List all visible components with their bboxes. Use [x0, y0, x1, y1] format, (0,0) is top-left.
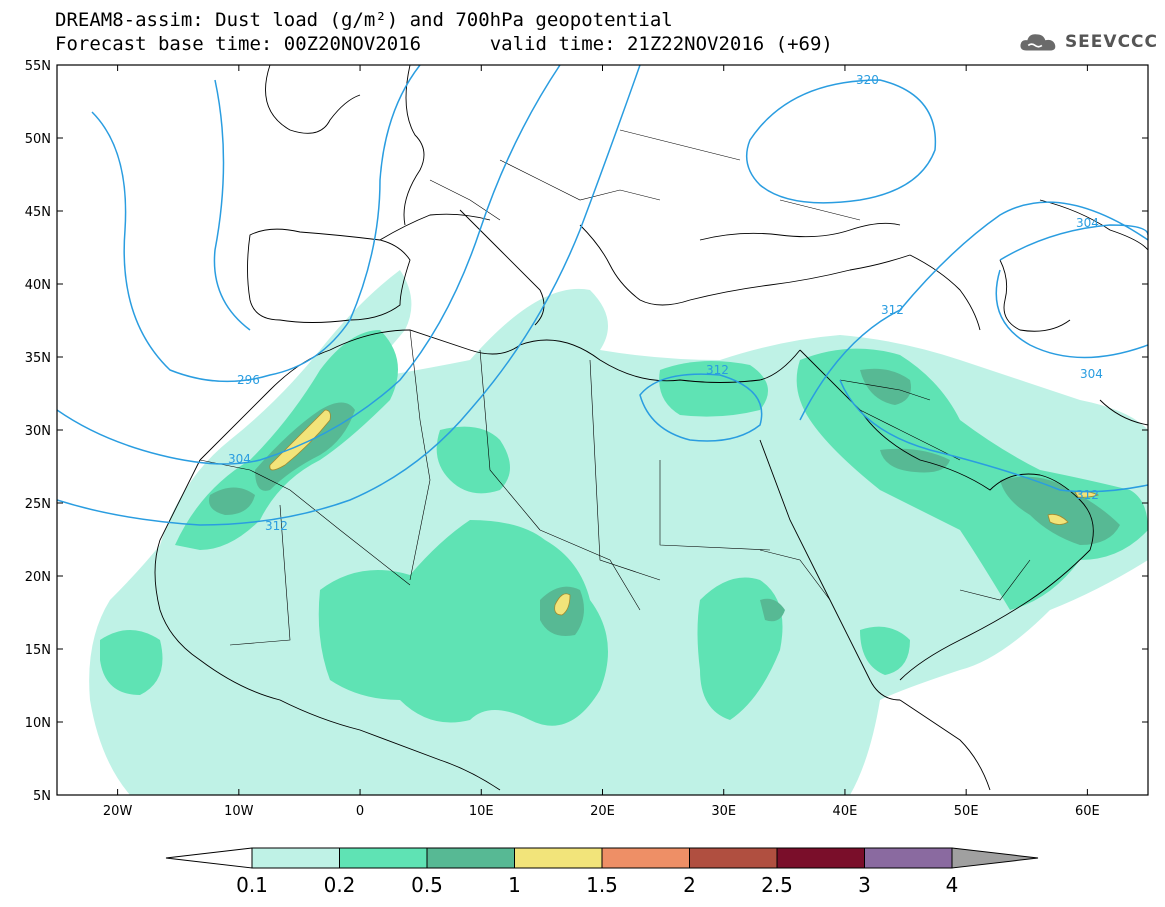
colorbar-tick-label: 4	[946, 873, 959, 897]
coastlines	[154, 65, 1148, 791]
latitude-label: 20N	[25, 570, 51, 585]
colorbar-segment	[339, 847, 428, 869]
contour-label: 304	[1080, 367, 1103, 381]
latitude-label: 45N	[25, 205, 51, 220]
colorbar-segment	[514, 847, 603, 869]
colorbar-segment	[864, 847, 953, 869]
contour-label: 304	[228, 452, 251, 466]
colorbar-tick-labels: 0.1 0.2 0.5 1 1.5 2 2.5 3 4	[236, 873, 958, 897]
longitude-label: 10E	[469, 804, 494, 819]
colorbar-segment	[251, 847, 340, 869]
latitude-label: 55N	[25, 59, 51, 74]
contour-label: 304	[1076, 216, 1099, 230]
cloud-icon	[1020, 34, 1056, 51]
colorbar-segment	[426, 847, 515, 869]
axis-ticks	[57, 64, 1148, 796]
longitude-label: 10W	[224, 804, 254, 819]
longitude-label: 20W	[103, 804, 133, 819]
colorbar-tick-label: 0.1	[236, 873, 268, 897]
longitude-labels: 20W 10W 0 10E 20E 30E 40E 50E 60E	[103, 804, 1100, 819]
title-line2: Forecast base time: 00Z20NOV2016 valid t…	[55, 34, 833, 55]
longitude-label: 30E	[711, 804, 736, 819]
colorbar-tick-label: 1	[508, 873, 521, 897]
title-line1: DREAM8-assim: Dust load (g/m²) and 700hP…	[55, 9, 673, 31]
colorbar	[165, 847, 1039, 869]
longitude-label: 50E	[954, 804, 979, 819]
contour-label: 312	[706, 363, 729, 377]
contour-labels: 320 304 312 296 304 312 312 312 304	[228, 73, 1103, 533]
colorbar-tick-label: 2.5	[761, 873, 793, 897]
latitude-label: 25N	[25, 497, 51, 512]
latitude-labels: 55N 50N 45N 40N 35N 30N 25N 20N 15N 10N 5N	[25, 59, 51, 804]
longitude-label: 0	[356, 804, 364, 819]
valid-time: valid time: 21Z22NOV2016 (+69)	[489, 33, 833, 55]
colorbar-over-triangle	[951, 847, 1039, 869]
longitude-label: 40E	[833, 804, 858, 819]
geopotential-contours	[57, 65, 1148, 526]
longitude-label: 60E	[1075, 804, 1100, 819]
latitude-label: 35N	[25, 351, 51, 366]
colorbar-tick-label: 1.5	[586, 873, 618, 897]
contour-label: 312	[881, 303, 904, 317]
colorbar-tick-label: 3	[858, 873, 871, 897]
latitude-label: 15N	[25, 643, 51, 658]
colorbar-segment	[689, 847, 778, 869]
contour-label: 320	[856, 73, 879, 87]
longitude-label: 20E	[590, 804, 615, 819]
latitude-label: 30N	[25, 424, 51, 439]
latitude-label: 5N	[33, 789, 51, 804]
colorbar-tick-label: 0.5	[411, 873, 443, 897]
forecast-base-time: Forecast base time: 00Z20NOV2016	[55, 33, 422, 55]
colorbar-segment	[601, 847, 690, 869]
logo-text: SEEVCCC	[1064, 32, 1158, 52]
colorbar-under-triangle	[165, 847, 253, 869]
contour-label: 312	[1076, 488, 1099, 502]
colorbar-segment	[776, 847, 865, 869]
borders	[199, 129, 1031, 646]
latitude-label: 10N	[25, 716, 51, 731]
contour-label: 296	[237, 373, 260, 387]
latitude-label: 50N	[25, 132, 51, 147]
latitude-label: 40N	[25, 278, 51, 293]
contour-label: 312	[265, 519, 288, 533]
dust-field	[89, 270, 1148, 795]
colorbar-tick-label: 2	[683, 873, 696, 897]
colorbar-tick-label: 0.2	[324, 873, 356, 897]
seevccc-logo: SEEVCCC	[1018, 24, 1158, 60]
